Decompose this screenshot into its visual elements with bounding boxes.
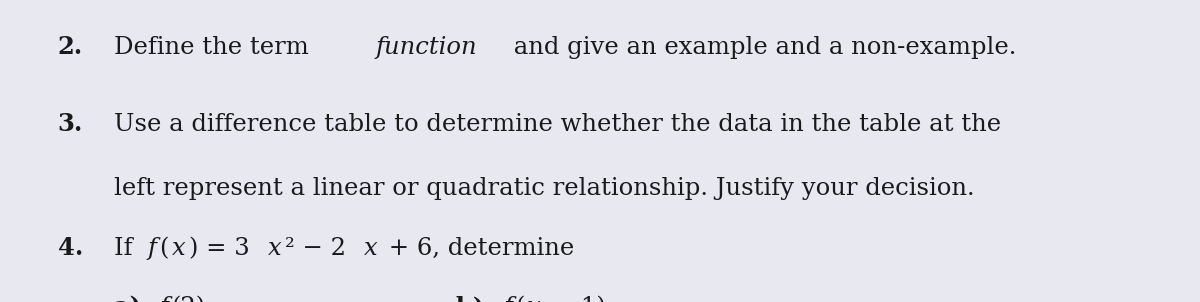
Text: 4.: 4. [58, 236, 83, 260]
Text: (: ( [515, 296, 524, 302]
Text: f: f [148, 237, 157, 260]
Text: (: ( [160, 237, 169, 260]
Text: 3.: 3. [58, 112, 83, 137]
Text: b): b) [456, 295, 493, 302]
Text: Define the term: Define the term [114, 36, 317, 59]
Text: f: f [504, 296, 512, 302]
Text: ) = 3: ) = 3 [190, 237, 250, 260]
Text: x: x [527, 296, 541, 302]
Text: Use a difference table to determine whether the data in the table at the: Use a difference table to determine whet… [114, 113, 1001, 137]
Text: − 1): − 1) [545, 296, 606, 302]
Text: + 6, determine: + 6, determine [382, 237, 575, 260]
Text: 2.: 2. [58, 35, 83, 59]
Text: x: x [172, 237, 185, 260]
Text: (2): (2) [172, 296, 205, 302]
Text: function: function [376, 36, 476, 59]
Text: f: f [160, 296, 169, 302]
Text: x: x [268, 237, 281, 260]
Text: If: If [114, 237, 140, 260]
Text: and give an example and a non-example.: and give an example and a non-example. [506, 36, 1016, 59]
Text: left represent a linear or quadratic relationship. Justify your decision.: left represent a linear or quadratic rel… [114, 177, 974, 200]
Text: a): a) [114, 295, 150, 302]
Text: ² − 2: ² − 2 [286, 237, 346, 260]
Text: x: x [364, 237, 378, 260]
